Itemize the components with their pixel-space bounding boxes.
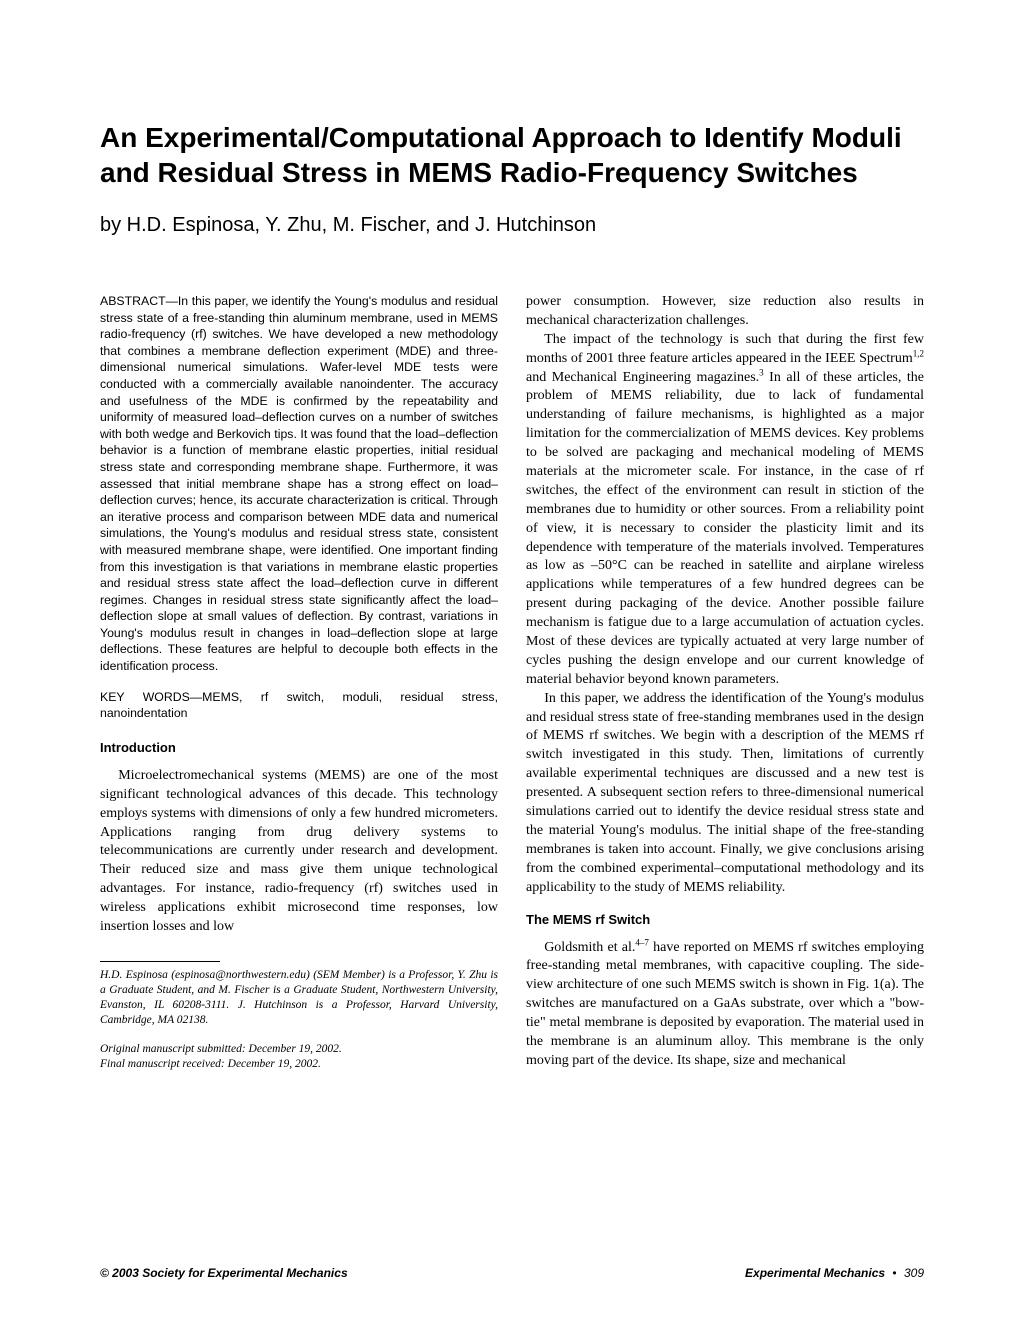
keywords-label: KEY WORDS— (100, 690, 202, 704)
citation-1-2: 1,2 (913, 348, 924, 358)
col2-continuation: power consumption. However, size reducti… (526, 293, 924, 331)
switch-p1-part-b: have reported on MEMS rf switches employ… (526, 940, 924, 1068)
abstract-text: In this paper, we identify the Young's m… (100, 294, 498, 673)
date-submitted: Original manuscript submitted: December … (100, 1042, 498, 1058)
intro-paragraph-1: Microelectromechanical systems (MEMS) ar… (100, 767, 498, 937)
abstract: ABSTRACT—In this paper, we identify the … (100, 293, 498, 675)
section-heading-mems-switch: The MEMS rf Switch (526, 912, 924, 927)
article-title: An Experimental/Computational Approach t… (100, 120, 924, 190)
col2-paragraph-2: The impact of the technology is such tha… (526, 331, 924, 690)
col2-p2-part-b: and Mechanical Engineering magazines. (526, 370, 759, 385)
two-column-body: ABSTRACT—In this paper, we identify the … (100, 293, 924, 1163)
col2-p2-part-c: In all of these articles, the problem of… (526, 370, 924, 687)
footer-journal: Experimental Mechanics (745, 1266, 885, 1280)
footer-page-number: 309 (904, 1266, 924, 1280)
author-affiliations: H.D. Espinosa (espinosa@northwestern.edu… (100, 968, 498, 1028)
citation-4-7: 4–7 (635, 937, 649, 947)
article-authors: by H.D. Espinosa, Y. Zhu, M. Fischer, an… (100, 214, 924, 237)
footer-right: Experimental Mechanics • 309 (745, 1266, 924, 1280)
section-heading-introduction: Introduction (100, 740, 498, 755)
abstract-label: ABSTRACT— (100, 294, 178, 308)
switch-paragraph-1: Goldsmith et al.4–7 have reported on MEM… (526, 939, 924, 1071)
date-received: Final manuscript received: December 19, … (100, 1057, 498, 1073)
keywords: KEY WORDS—MEMS, rf switch, moduli, resid… (100, 689, 498, 722)
footer-copyright: © 2003 Society for Experimental Mechanic… (100, 1266, 348, 1280)
footer-bullet-icon: • (888, 1266, 900, 1280)
footnote-rule (100, 961, 220, 962)
manuscript-dates: Original manuscript submitted: December … (100, 1042, 498, 1073)
page-footer: © 2003 Society for Experimental Mechanic… (100, 1266, 924, 1280)
switch-p1-part-a: Goldsmith et al. (544, 940, 635, 955)
col2-paragraph-3: In this paper, we address the identifica… (526, 690, 924, 898)
col2-p2-part-a: The impact of the technology is such tha… (526, 332, 924, 366)
